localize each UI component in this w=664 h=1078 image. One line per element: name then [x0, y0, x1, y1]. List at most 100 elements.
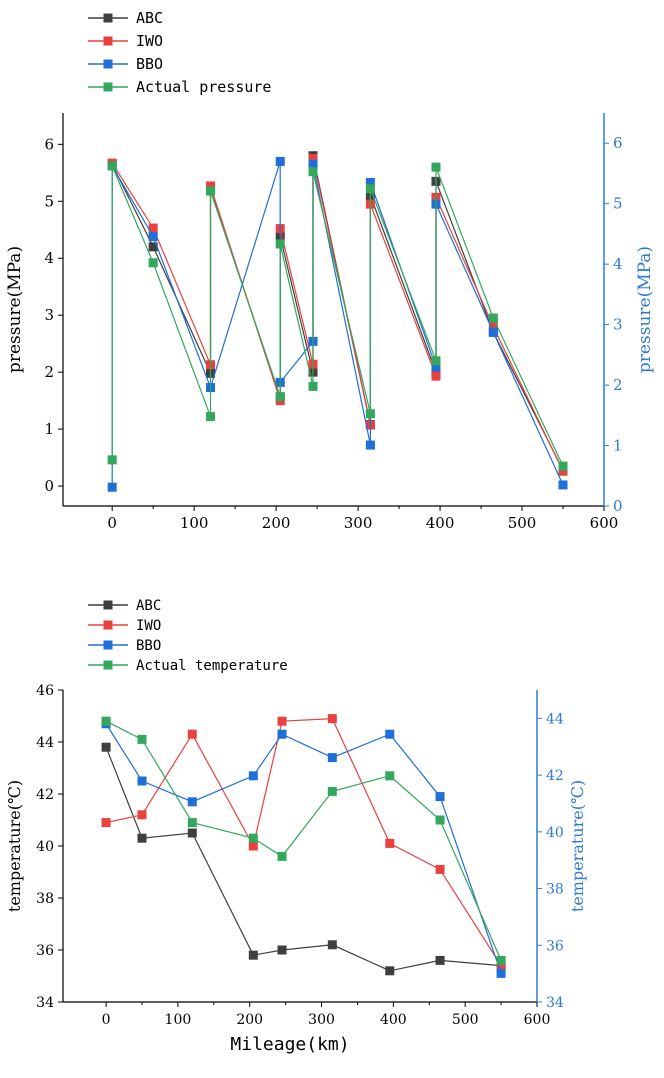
chart-1-group: 010020030040050060001234560123456Mileage…	[5, 9, 655, 540]
data-point	[431, 362, 441, 372]
data-point	[435, 815, 445, 825]
y-axis-label: temperature(℃)	[5, 780, 24, 912]
data-point	[435, 864, 445, 874]
data-point	[101, 818, 111, 828]
y-tick-label: 1	[44, 420, 54, 438]
data-point	[496, 961, 506, 971]
series-line-1	[105, 746, 502, 972]
right-y-tick-label: 4	[613, 255, 623, 273]
right-y-axis-label: pressure(MPa)	[635, 246, 655, 373]
legend-marker	[103, 660, 113, 670]
data-point	[277, 851, 287, 861]
legend-marker	[103, 59, 113, 69]
data-point	[488, 313, 498, 323]
legend-marker	[103, 36, 113, 46]
data-point	[187, 797, 197, 807]
y-tick-label: 34	[36, 995, 54, 1011]
x-tick-label: 500	[508, 514, 537, 532]
data-point	[496, 955, 506, 965]
data-point	[435, 955, 445, 965]
right-y-tick-label: 34	[546, 995, 564, 1011]
right-y-tick-label: 5	[613, 195, 623, 213]
data-point	[431, 356, 441, 366]
x-axis-label: Mileage(km)	[261, 537, 387, 540]
legend-label: BBO	[136, 55, 163, 73]
y-tick-label: 46	[36, 683, 54, 699]
data-point	[431, 371, 441, 381]
right-y-tick-label: 6	[613, 134, 623, 152]
pressure-chart: 010020030040050060001234560123456Mileage…	[5, 9, 655, 540]
series-line-4	[105, 720, 502, 961]
series-line-1	[111, 155, 564, 471]
series-line-2	[105, 717, 502, 966]
y-axis-label: pressure(MPa)	[5, 246, 25, 373]
data-point	[206, 181, 216, 191]
data-point	[308, 154, 318, 164]
data-point	[101, 742, 111, 752]
data-point	[488, 327, 498, 337]
data-point	[148, 223, 158, 233]
data-point	[137, 776, 147, 786]
legend-label: Actual pressure	[136, 78, 271, 96]
y-tick-label: 40	[36, 839, 54, 855]
data-point	[327, 940, 337, 950]
x-tick-label: 0	[107, 514, 117, 532]
right-y-tick-label: 40	[546, 825, 564, 841]
legend-label: IWO	[136, 32, 163, 50]
data-point	[496, 968, 506, 978]
data-point	[248, 950, 258, 960]
x-tick-label: 200	[262, 514, 291, 532]
y-tick-label: 0	[44, 477, 54, 495]
data-point	[107, 482, 117, 492]
data-point	[385, 771, 395, 781]
data-point	[137, 833, 147, 843]
data-point	[107, 161, 117, 171]
data-point	[187, 818, 197, 828]
data-point	[248, 833, 258, 843]
data-point	[365, 177, 375, 187]
data-point	[327, 786, 337, 796]
legend-label: IWO	[136, 618, 161, 634]
data-point	[148, 258, 158, 268]
data-point	[365, 440, 375, 450]
data-point	[308, 381, 318, 391]
x-tick-label: 300	[308, 1012, 335, 1028]
data-point	[277, 716, 287, 726]
data-point	[277, 945, 287, 955]
x-tick-label: 200	[236, 1012, 263, 1028]
data-point	[107, 455, 117, 465]
right-y-tick-label: 1	[613, 437, 623, 455]
series-line-3	[105, 723, 502, 974]
data-point	[365, 409, 375, 419]
right-y-tick-label: 2	[613, 376, 623, 394]
data-point	[558, 461, 568, 471]
data-point	[206, 412, 216, 422]
data-point	[101, 716, 111, 726]
y-tick-label: 6	[44, 135, 54, 153]
legend-marker	[103, 620, 113, 630]
y-tick-label: 36	[36, 943, 54, 959]
legend-label: ABC	[136, 9, 163, 27]
y-tick-label: 2	[44, 363, 54, 381]
data-point	[365, 184, 375, 194]
data-point	[431, 162, 441, 172]
data-point	[308, 167, 318, 177]
y-tick-label: 42	[36, 787, 54, 803]
legend-marker	[103, 640, 113, 650]
right-y-tick-label: 36	[546, 938, 564, 954]
data-point	[385, 729, 395, 739]
chart-2-group: 0 100 200 300 400 500 600343638404244463436384…	[5, 598, 587, 1055]
right-y-tick-label: 38	[546, 882, 564, 898]
legend-label: BBO	[136, 638, 161, 654]
y-tick-label: 3	[44, 306, 54, 324]
data-point	[187, 828, 197, 838]
data-point	[558, 480, 568, 490]
data-point	[385, 838, 395, 848]
data-point	[385, 966, 395, 976]
right-y-tick-label: 0	[613, 497, 623, 515]
y-tick-label: 4	[44, 249, 54, 267]
data-point	[308, 159, 318, 169]
x-tick-label: 600	[590, 514, 619, 532]
data-point	[277, 729, 287, 739]
temperature-chart: 0 100 200 300 400 500 600343638404244463436384…	[5, 598, 587, 1055]
